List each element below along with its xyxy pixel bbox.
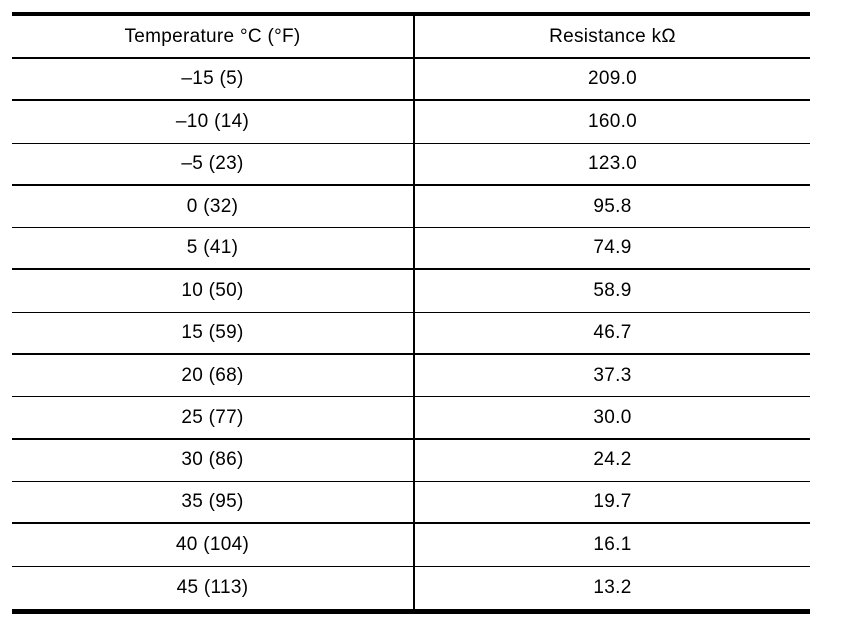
temperature-resistance-table: Temperature °C (°F) Resistance kΩ –15 (5… — [12, 12, 810, 614]
temperature-cell: –10 (14) — [175, 110, 250, 132]
temperature-cell: 20 (68) — [181, 364, 244, 386]
table-row: 10 (50) 58.9 — [12, 270, 810, 313]
temperature-cell: 5 (41) — [186, 237, 239, 259]
resistance-column-header: Resistance kΩ — [413, 16, 810, 57]
table-row: 15 (59) 46.7 — [12, 312, 810, 356]
resistance-cell: 19.7 — [413, 481, 810, 523]
temperature-cell: 0 (32) — [186, 195, 239, 217]
resistance-cell: 58.9 — [413, 270, 810, 312]
temperature-cell: 40 (104) — [175, 533, 250, 555]
temperature-cell: –15 (5) — [181, 68, 244, 90]
resistance-cell: 46.7 — [413, 312, 810, 354]
temperature-column-header: Temperature °C (°F) — [124, 25, 301, 47]
resistance-cell: 13.2 — [413, 566, 810, 609]
resistance-cell: 30.0 — [413, 397, 810, 438]
resistance-cell: 209.0 — [413, 59, 810, 100]
table-row: 40 (104) 16.1 — [12, 524, 810, 567]
temperature-cell: –5 (23) — [181, 152, 244, 174]
temperature-cell: 25 (77) — [181, 406, 244, 428]
table-row: 30 (86) 24.2 — [12, 439, 810, 482]
table-row: –15 (5) 209.0 — [12, 59, 810, 102]
temperature-cell: 15 (59) — [181, 321, 244, 343]
table-body: –15 (5) 209.0 –10 (14) 160.0 –5 (23) 123… — [12, 59, 810, 609]
table-row: 35 (95) 19.7 — [12, 481, 810, 525]
table-row: 25 (77) 30.0 — [12, 397, 810, 440]
temperature-cell: 35 (95) — [181, 491, 244, 513]
table-row: –5 (23) 123.0 — [12, 143, 810, 186]
resistance-cell: 74.9 — [413, 228, 810, 269]
resistance-cell: 16.1 — [413, 524, 810, 566]
resistance-cell: 123.0 — [413, 143, 810, 184]
table-row: 5 (41) 74.9 — [12, 228, 810, 271]
temperature-cell: 10 (50) — [181, 280, 244, 302]
table-header-row: Temperature °C (°F) Resistance kΩ — [12, 16, 810, 59]
temperature-cell: 30 (86) — [181, 449, 244, 471]
temperature-cell: 45 (113) — [176, 576, 249, 598]
resistance-cell: 24.2 — [413, 439, 810, 481]
table-row: 20 (68) 37.3 — [12, 355, 810, 398]
resistance-cell: 160.0 — [413, 101, 810, 143]
table-row: 0 (32) 95.8 — [12, 185, 810, 229]
resistance-cell: 95.8 — [413, 185, 810, 228]
resistance-cell: 37.3 — [413, 355, 810, 397]
table-row: –10 (14) 160.0 — [12, 101, 810, 144]
table-row: 45 (113) 13.2 — [12, 566, 810, 609]
